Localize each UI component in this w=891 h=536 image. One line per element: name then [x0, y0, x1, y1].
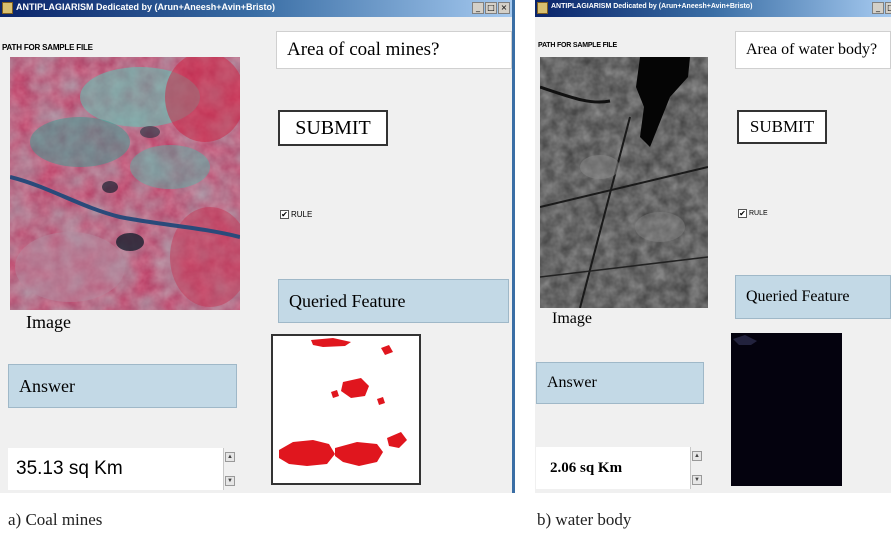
- title-bar: ANTIPLAGIARISM Dedicated by (Arun+Aneesh…: [535, 0, 891, 17]
- maximize-button[interactable]: □: [885, 2, 891, 14]
- caption-water-body: b) water body: [537, 510, 632, 529]
- rule-label: RULE: [749, 210, 768, 217]
- app-window-coal-mines: ANTIPLAGIARISM Dedicated by (Arun+Aneesh…: [0, 0, 512, 493]
- answer-button[interactable]: Answer: [536, 362, 704, 404]
- image-label: Image: [26, 312, 71, 332]
- queried-feature-result: [271, 334, 421, 485]
- close-button[interactable]: ×: [498, 2, 510, 14]
- minimize-button[interactable]: _: [872, 2, 884, 14]
- rule-option[interactable]: ✔ RULE: [738, 209, 768, 218]
- answer-button[interactable]: Answer: [8, 364, 237, 408]
- question-field[interactable]: Area of water body?: [735, 31, 891, 69]
- divider: [512, 0, 535, 493]
- window-title: ANTIPLAGIARISM Dedicated by (Arun+Aneesh…: [16, 2, 275, 12]
- queried-feature-result: [731, 333, 842, 486]
- scroll-down-icon[interactable]: ▼: [692, 475, 702, 485]
- satellite-image: [540, 57, 708, 308]
- app-window-water-body: ANTIPLAGIARISM Dedicated by (Arun+Aneesh…: [535, 0, 891, 493]
- title-bar: ANTIPLAGIARISM Dedicated by (Arun+Aneesh…: [0, 0, 512, 17]
- minimize-button[interactable]: _: [472, 2, 484, 14]
- caption-coal-mines: a) Coal mines: [8, 510, 103, 529]
- submit-button[interactable]: SUBMIT: [737, 110, 827, 144]
- scroll-up-icon[interactable]: ▲: [692, 451, 702, 461]
- question-field[interactable]: Area of coal mines?: [276, 31, 512, 69]
- rule-checkbox[interactable]: ✔: [738, 209, 747, 218]
- maximize-button[interactable]: □: [485, 2, 497, 14]
- answer-value: 35.13 sq Km: [16, 458, 123, 479]
- satellite-image: [10, 57, 240, 310]
- app-icon: [2, 2, 13, 14]
- path-for-sample-file-label: PATH FOR SAMPLE FILE: [2, 43, 93, 52]
- rule-option[interactable]: ✔ RULE: [280, 210, 312, 219]
- answer-value: 2.06 sq Km: [550, 459, 623, 476]
- rule-checkbox[interactable]: ✔: [280, 210, 289, 219]
- answer-output: 35.13 sq Km ▲ ▼: [8, 448, 237, 490]
- image-label: Image: [552, 310, 592, 327]
- answer-scrollbar[interactable]: ▲ ▼: [223, 448, 237, 490]
- scroll-up-icon[interactable]: ▲: [225, 452, 235, 462]
- answer-scrollbar[interactable]: ▲ ▼: [690, 447, 704, 489]
- rule-label: RULE: [291, 210, 313, 219]
- answer-output: 2.06 sq Km ▲ ▼: [536, 447, 704, 489]
- queried-feature-button[interactable]: Queried Feature: [278, 279, 509, 323]
- submit-button[interactable]: SUBMIT: [278, 110, 388, 146]
- window-title: ANTIPLAGIARISM Dedicated by (Arun+Aneesh…: [551, 3, 753, 10]
- path-for-sample-file-label: PATH FOR SAMPLE FILE: [538, 42, 617, 49]
- queried-feature-button[interactable]: Queried Feature: [735, 275, 891, 319]
- scroll-down-icon[interactable]: ▼: [225, 476, 235, 486]
- app-icon: [537, 2, 548, 14]
